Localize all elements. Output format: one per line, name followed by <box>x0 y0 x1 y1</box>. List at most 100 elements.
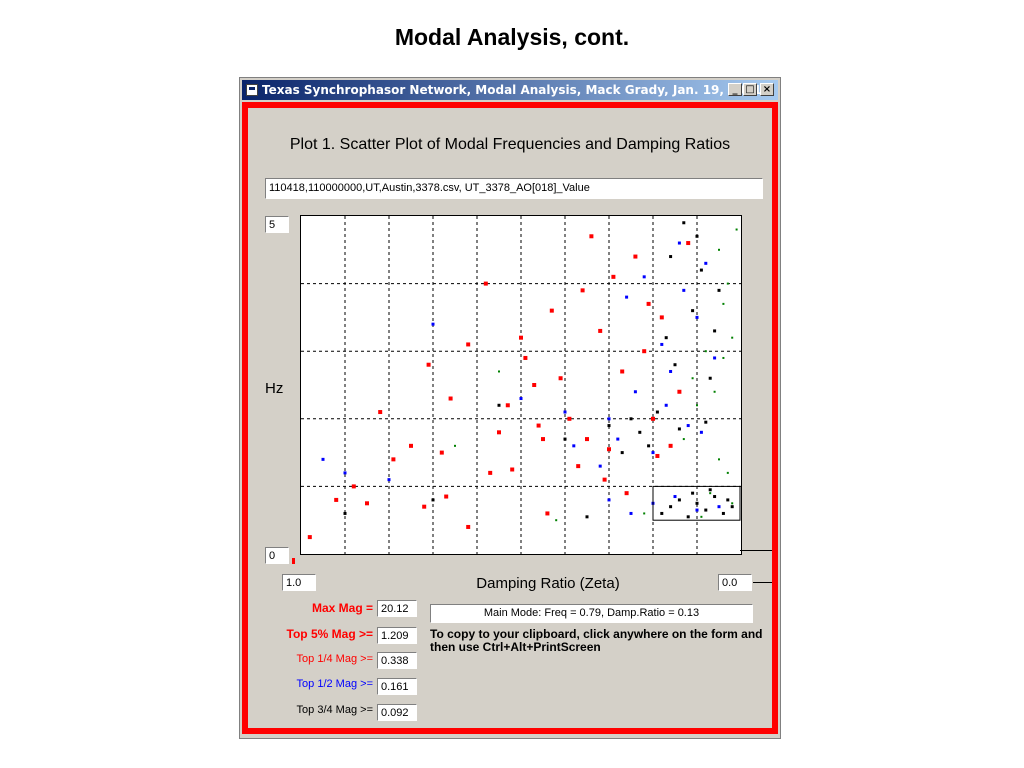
scatter-point <box>454 444 456 447</box>
scatter-point <box>696 404 698 407</box>
main-mode-highlight-box <box>652 485 741 521</box>
scatter-point <box>682 288 686 292</box>
scatter-point <box>576 464 581 469</box>
scatter-point <box>391 457 396 462</box>
scatter-point <box>448 396 453 401</box>
scatter-point <box>611 274 616 279</box>
scatter-point <box>498 370 500 373</box>
scatter-point <box>365 501 369 506</box>
scatter-point <box>717 288 721 292</box>
window-title: Texas Synchrophasor Network, Modal Analy… <box>262 83 762 97</box>
y-axis-label: Hz <box>265 380 284 397</box>
scatter-point <box>726 471 729 474</box>
scatter-point <box>585 515 589 519</box>
y-max-field[interactable]: 5 <box>265 216 289 233</box>
top14-mag-field[interactable]: 0.338 <box>377 652 417 669</box>
scatter-point <box>642 275 646 279</box>
window-titlebar[interactable]: Texas Synchrophasor Network, Modal Analy… <box>242 80 778 100</box>
scatter-plot-svg <box>301 216 741 554</box>
scatter-point <box>726 498 730 502</box>
scatter-point <box>718 458 720 461</box>
scatter-point <box>519 335 523 340</box>
scatter-point <box>713 495 717 499</box>
scatter-point <box>607 417 611 421</box>
scatter-point <box>700 515 703 518</box>
app-window: Texas Synchrophasor Network, Modal Analy… <box>239 77 781 739</box>
scatter-point <box>721 511 725 515</box>
max-mag-field[interactable]: 20.12 <box>377 600 417 617</box>
scatter-point <box>677 241 681 245</box>
slide-title: Modal Analysis, cont. <box>394 24 630 50</box>
scatter-point <box>677 389 682 394</box>
top34-mag-field[interactable]: 0.092 <box>377 704 417 721</box>
scatter-point <box>695 234 699 238</box>
scatter-point <box>466 342 471 347</box>
scatter-point <box>563 410 567 414</box>
scatter-point <box>439 450 444 455</box>
filename-field[interactable]: 110418,110000000,UT,Austin,3378.csv, UT_… <box>265 178 763 199</box>
scatter-point <box>633 254 638 259</box>
scatter-point <box>686 515 690 519</box>
scatter-point <box>483 281 488 286</box>
main-mode-field[interactable]: Main Mode: Freq = 0.79, Damp.Ratio = 0.1… <box>430 604 753 623</box>
scatter-point <box>704 420 708 424</box>
scatter-point <box>563 437 567 441</box>
scatter-point <box>704 350 707 353</box>
scatter-point <box>607 424 611 428</box>
scatter-point <box>691 309 695 313</box>
scatter-point <box>624 491 629 496</box>
scatter-plot[interactable] <box>300 215 742 555</box>
top5-mag-field[interactable]: 1.209 <box>377 627 417 644</box>
scatter-point <box>713 356 717 360</box>
axis-pointer-line <box>753 582 772 583</box>
form-frame[interactable]: Plot 1. Scatter Plot of Modal Frequencie… <box>242 102 778 734</box>
scatter-point <box>695 501 699 505</box>
top12-mag-field[interactable]: 0.161 <box>377 678 417 695</box>
scatter-point <box>713 390 716 393</box>
scatter-point <box>589 234 594 239</box>
y-min-field[interactable]: 0 <box>265 547 289 564</box>
scatter-point <box>660 511 664 515</box>
scatter-point <box>647 444 651 448</box>
scatter-point <box>695 508 699 512</box>
scatter-point <box>655 410 659 414</box>
scatter-point <box>664 336 668 340</box>
scatter-point <box>730 505 734 509</box>
close-button[interactable]: × <box>760 83 774 96</box>
scatter-point <box>668 443 673 448</box>
x-right-field[interactable]: 0.0 <box>718 574 752 591</box>
scatter-point <box>638 430 642 434</box>
minimize-button[interactable]: _ <box>728 83 742 96</box>
scatter-point <box>567 416 572 421</box>
clipboard-note: To copy to your clipboard, click anywher… <box>430 627 763 654</box>
scatter-point <box>558 376 563 381</box>
scatter-point <box>651 416 655 421</box>
scatter-point <box>620 451 624 455</box>
scatter-point <box>673 495 677 499</box>
scatter-point <box>646 301 651 306</box>
top14-mag-label: Top 1/4 Mag >= <box>296 653 373 665</box>
scatter-point <box>343 511 347 515</box>
scatter-point <box>555 519 558 522</box>
scatter-point <box>722 356 725 359</box>
scatter-point <box>497 430 501 435</box>
scatter-point <box>691 491 695 495</box>
scatter-point <box>444 494 449 499</box>
scatter-point <box>545 511 550 516</box>
scatter-point <box>731 502 734 505</box>
scatter-point <box>523 355 528 360</box>
scatter-point <box>616 437 620 441</box>
scatter-point <box>717 505 721 509</box>
x-left-field[interactable]: 1.0 <box>282 574 316 591</box>
scatter-point <box>682 221 686 225</box>
scatter-point <box>713 329 717 333</box>
top12-mag-label: Top 1/2 Mag >= <box>296 678 373 690</box>
maximize-button[interactable]: □ <box>743 83 757 96</box>
scatter-point <box>307 535 312 540</box>
scatter-point <box>629 511 633 515</box>
app-icon[interactable] <box>246 84 258 96</box>
scatter-point <box>669 369 673 373</box>
scatter-point <box>321 457 325 461</box>
scatter-point <box>669 255 673 259</box>
plot-heading: Plot 1. Scatter Plot of Modal Frequencie… <box>289 136 731 153</box>
